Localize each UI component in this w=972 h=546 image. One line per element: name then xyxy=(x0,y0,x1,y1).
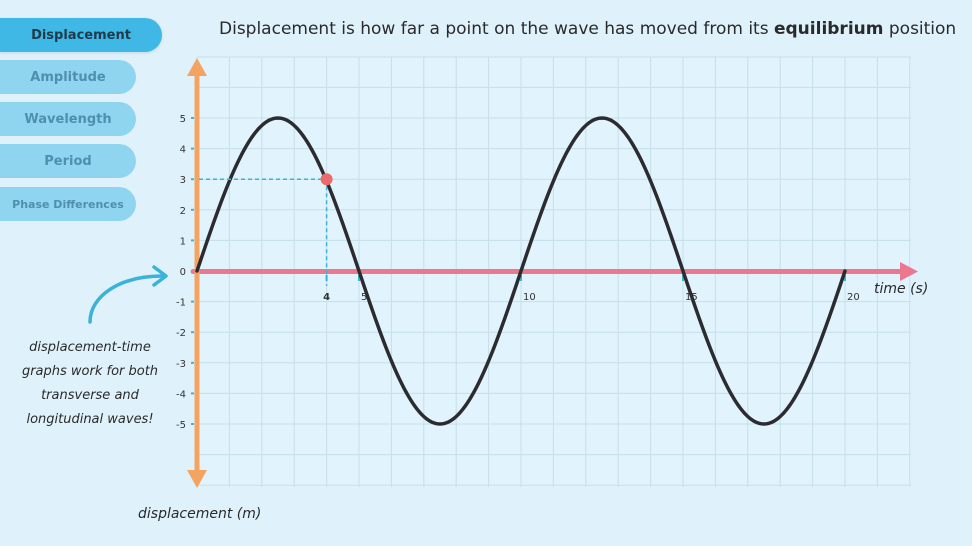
y-tick-label: -5 xyxy=(176,420,186,431)
annotation-note: displacement-time graphs work for both t… xyxy=(21,340,159,427)
highlighted-point xyxy=(320,173,333,186)
y-tick-label: 1 xyxy=(180,236,186,247)
tab-phase-differences[interactable]: Phase Differences xyxy=(0,187,136,221)
x-tick-label: 10 xyxy=(523,292,536,303)
y-tick-label: -4 xyxy=(176,389,186,400)
headline-bold-term: equilibrium xyxy=(773,19,884,39)
curved-arrow-icon xyxy=(88,274,164,324)
y-tick-label: 2 xyxy=(180,206,186,217)
x-axis-label: time (s) xyxy=(874,281,929,297)
x-axis-arrowhead xyxy=(900,262,918,281)
y-tick-label: -1 xyxy=(176,298,186,309)
tab-period[interactable]: Period xyxy=(0,144,136,178)
tab-wavelength[interactable]: Wavelength xyxy=(0,102,136,136)
tab-displacement[interactable]: Displacement xyxy=(0,18,162,52)
headline-text-end: position xyxy=(883,19,957,39)
x-tick-label: 4 xyxy=(323,292,330,303)
wave-curve xyxy=(195,116,847,426)
y-ticks: 5 4 3 2 1 0 -1 -2 -3 -4 -5 xyxy=(176,114,194,431)
headline-text: Displacement is how far a point on the w… xyxy=(219,19,774,39)
tab-amplitude[interactable]: Amplitude xyxy=(0,60,136,94)
y-tick-label: -2 xyxy=(176,328,186,339)
y-tick-label: 5 xyxy=(180,114,186,125)
headline: Displacement is how far a point on the w… xyxy=(219,19,959,39)
y-axis-arrowhead-up xyxy=(187,58,207,76)
y-tick-label: -3 xyxy=(176,359,186,370)
y-tick-label: 0 xyxy=(180,267,186,278)
x-tick-label: 5 xyxy=(361,292,367,303)
curved-arrow-head xyxy=(152,265,168,287)
x-tick-label: 20 xyxy=(847,292,860,303)
y-axis-label: displacement (m) xyxy=(138,506,262,522)
y-axis-arrowhead-down xyxy=(187,470,207,488)
y-tick-label: 3 xyxy=(180,175,186,186)
y-tick-label: 4 xyxy=(180,145,186,156)
